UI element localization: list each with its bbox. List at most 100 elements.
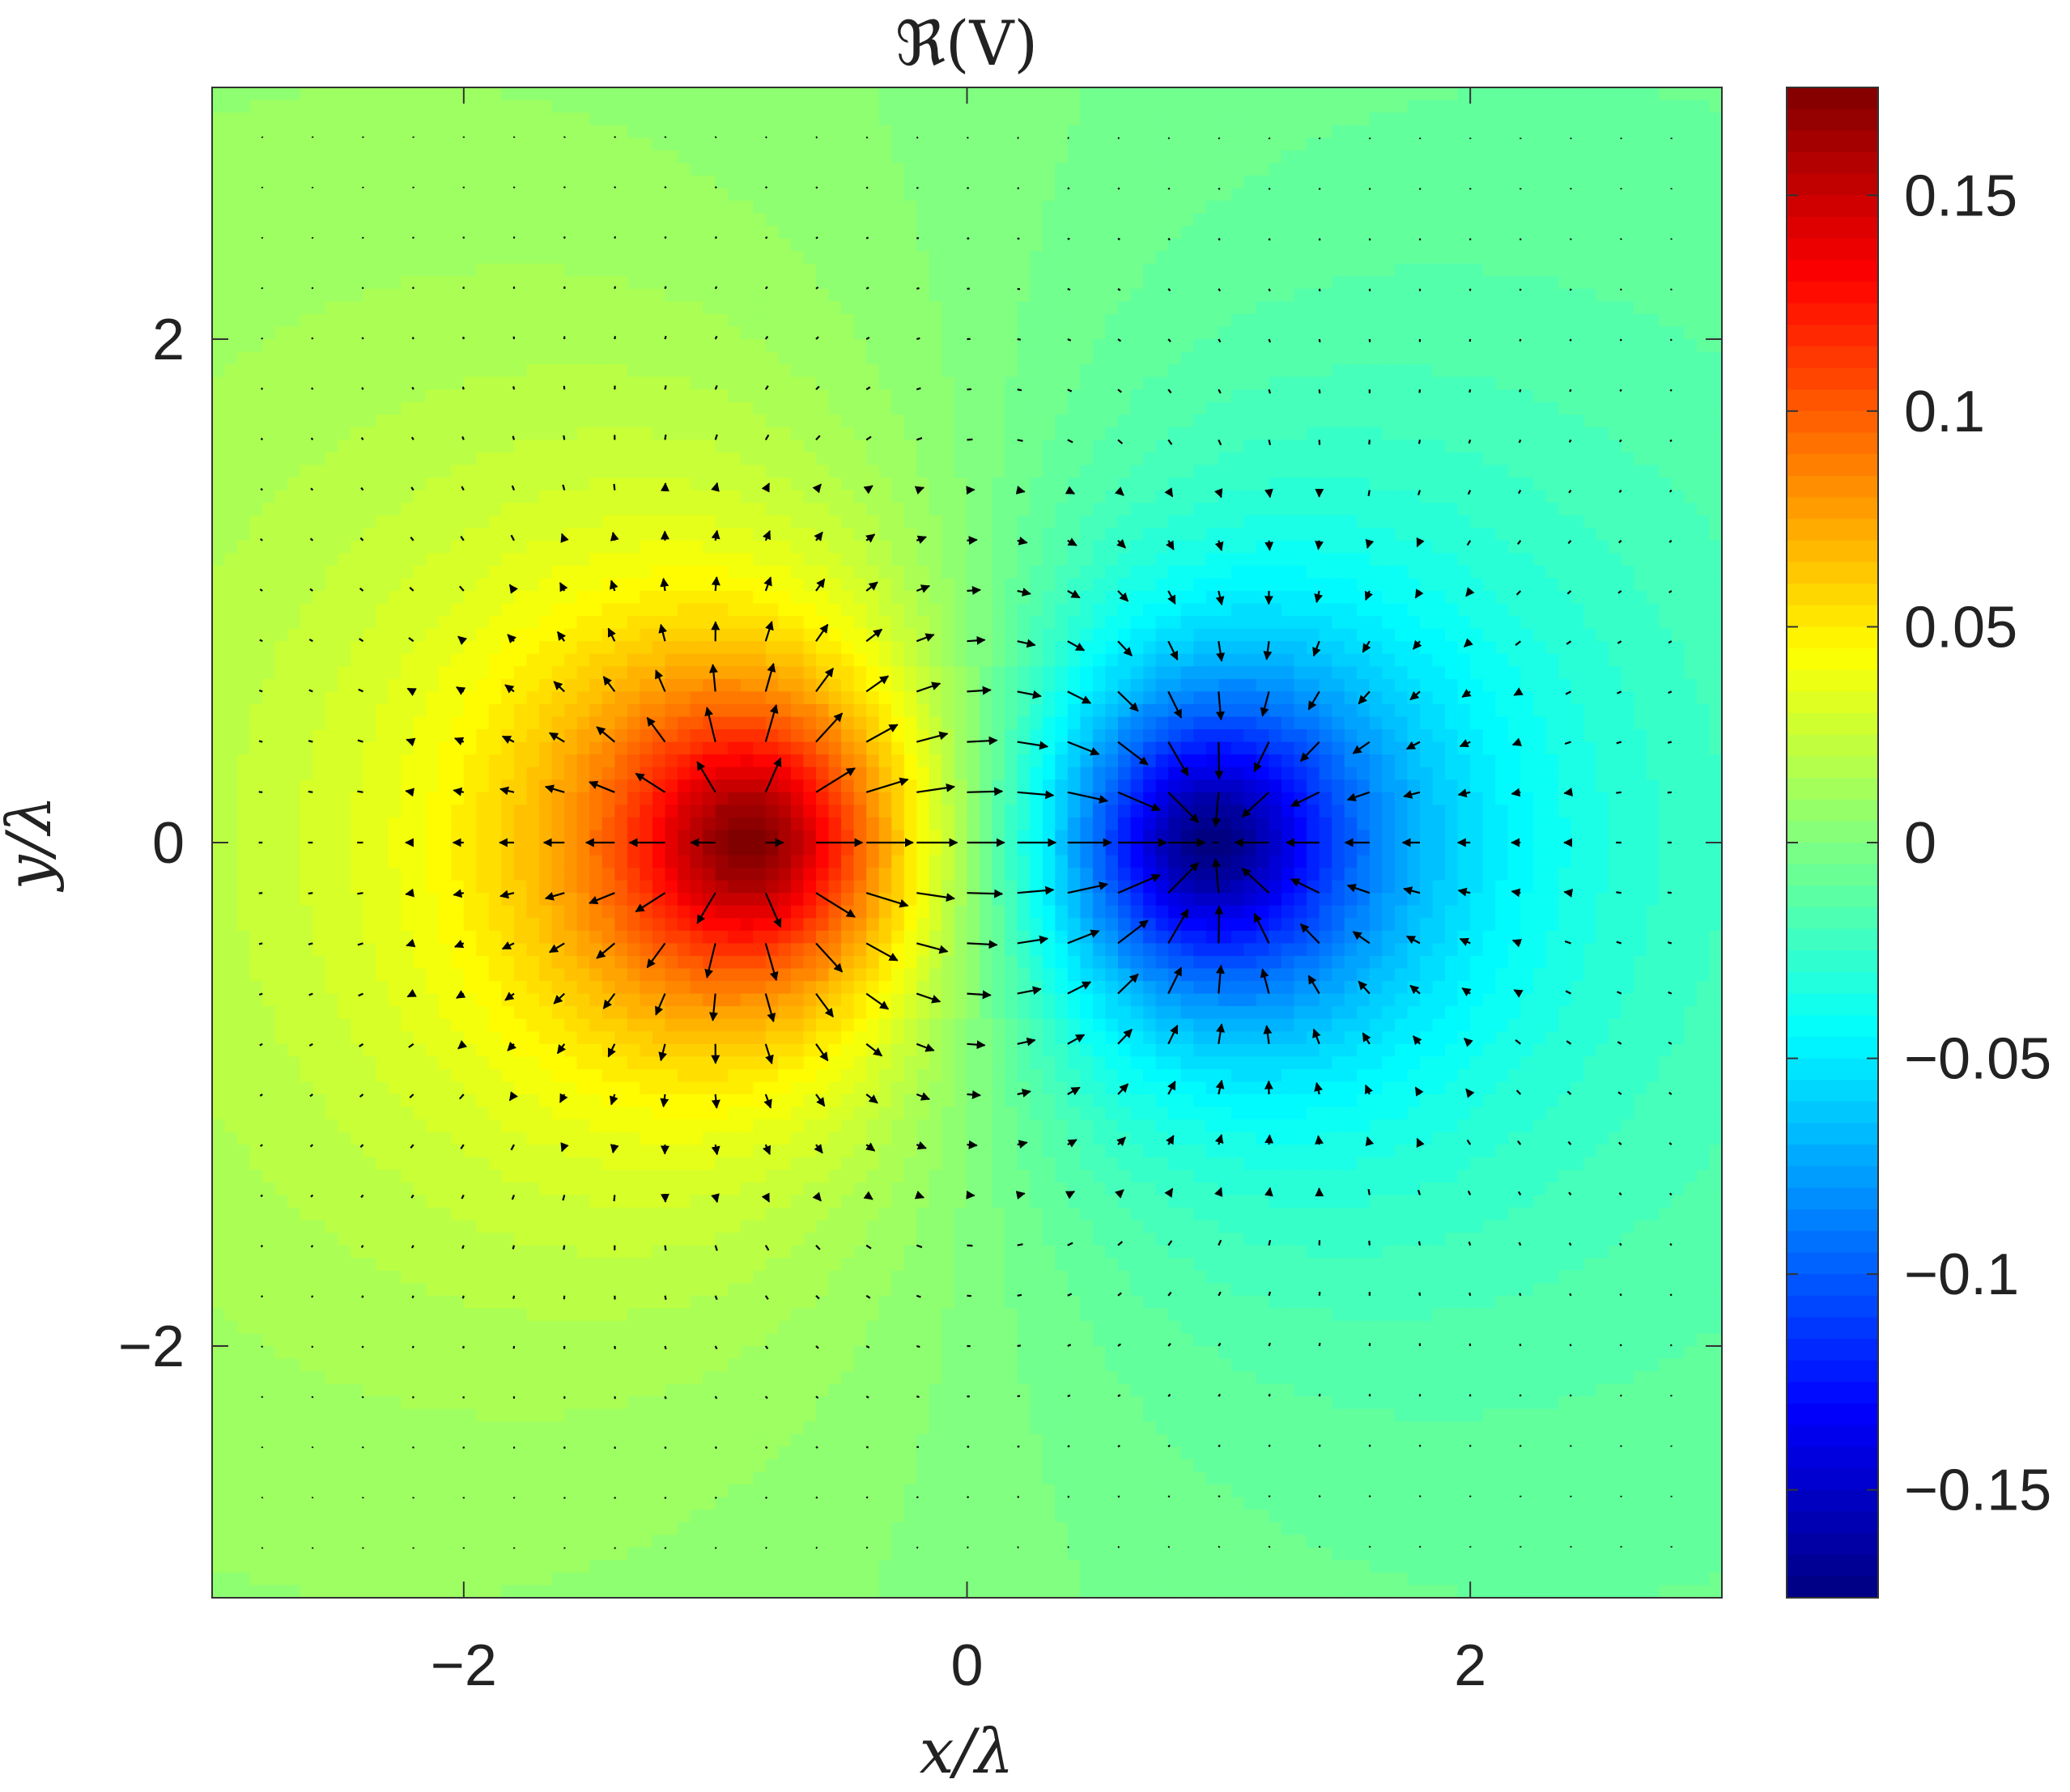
heatmap-cell (703, 100, 716, 113)
heatmap-cell (514, 880, 528, 894)
heatmap-cell (350, 503, 364, 516)
heatmap-cell (363, 414, 376, 428)
heatmap-cell (274, 1333, 288, 1347)
heatmap-cell (564, 326, 578, 340)
heatmap-cell (426, 440, 440, 453)
heatmap-cell (312, 1170, 326, 1183)
heatmap-cell (312, 1547, 326, 1561)
heatmap-cell (388, 326, 402, 340)
heatmap-cell (426, 87, 440, 101)
heatmap-cell (438, 427, 452, 440)
heatmap-cell (224, 1295, 238, 1309)
heatmap-cell (601, 691, 615, 705)
heatmap-cell (463, 1006, 477, 1020)
heatmap-cell (601, 1220, 615, 1234)
heatmap-cell (426, 1068, 440, 1083)
heatmap-cell (665, 1308, 678, 1322)
heatmap-cell (539, 1220, 553, 1234)
heatmap-cell (338, 1056, 351, 1070)
heatmap-cell (539, 238, 553, 252)
heatmap-cell (262, 1068, 276, 1083)
heatmap-cell (426, 779, 440, 793)
heatmap-cell (312, 1371, 326, 1385)
heatmap-cell (652, 678, 666, 692)
heatmap-cell (476, 540, 490, 554)
heatmap-cell (388, 1433, 402, 1447)
heatmap-cell (451, 1459, 465, 1473)
heatmap-cell (249, 830, 263, 843)
heatmap-cell (237, 553, 251, 567)
heatmap-cell (249, 1459, 263, 1473)
heatmap-cell (476, 1408, 490, 1422)
heatmap-cell (363, 1320, 376, 1335)
heatmap-cell (589, 1031, 603, 1045)
heatmap-cell (476, 955, 490, 970)
heatmap-cell (426, 301, 440, 315)
heatmap-cell (589, 1383, 603, 1397)
heatmap-cell (564, 188, 578, 202)
heatmap-cell (463, 779, 477, 793)
heatmap-cell (476, 1346, 490, 1360)
heatmap-cell (274, 213, 288, 227)
heatmap-cell (576, 301, 590, 315)
heatmap-cell (350, 691, 364, 705)
heatmap-cell (728, 427, 742, 440)
heatmap-cell (300, 175, 313, 189)
heatmap-cell (350, 389, 364, 403)
heatmap-cell (539, 1333, 553, 1347)
heatmap-cell (678, 817, 691, 831)
heatmap-cell (212, 1043, 226, 1057)
heatmap-cell (551, 364, 565, 378)
heatmap-cell (640, 263, 653, 277)
heatmap-cell (426, 830, 440, 843)
heatmap-cell (652, 1182, 666, 1195)
heatmap-cell (413, 276, 427, 290)
heatmap-cell (388, 1233, 402, 1246)
heatmap-cell (690, 1421, 703, 1435)
heatmap-cell (426, 313, 440, 328)
heatmap-cell (463, 741, 477, 755)
heatmap-cell (526, 703, 540, 718)
heatmap-cell (627, 1547, 641, 1561)
heatmap-cell (564, 1068, 578, 1083)
heatmap-cell (514, 376, 528, 390)
heatmap-cell (601, 326, 615, 340)
heatmap-cell (249, 666, 263, 680)
heatmap-cell (262, 843, 276, 856)
heatmap-cell (287, 880, 301, 894)
heatmap-cell (514, 1006, 528, 1020)
heatmap-cell (576, 1220, 590, 1234)
heatmap-cell (312, 440, 326, 453)
heatmap-cell (690, 1471, 703, 1485)
heatmap-cell (262, 113, 276, 126)
heatmap-cell (690, 251, 703, 265)
heatmap-cell (589, 1371, 603, 1385)
heatmap-cell (703, 1560, 716, 1573)
heatmap-cell (338, 490, 351, 503)
heatmap-cell (514, 503, 528, 516)
heatmap-cell (438, 1119, 452, 1133)
heatmap-cell (665, 478, 678, 491)
heatmap-cell (451, 213, 465, 227)
heatmap-cell (501, 565, 515, 580)
heatmap-cell (426, 1220, 440, 1234)
heatmap-cell (728, 414, 742, 428)
heatmap-cell (287, 918, 301, 932)
heatmap-cell (274, 1459, 288, 1473)
heatmap-cell (640, 138, 653, 151)
heatmap-cell (665, 703, 678, 718)
heatmap-cell (665, 1258, 678, 1272)
heatmap-cell (237, 313, 251, 328)
heatmap-cell (665, 993, 678, 1007)
heatmap-cell (262, 678, 276, 692)
heatmap-cell (476, 414, 490, 428)
heatmap-cell (237, 540, 251, 554)
heatmap-cell (426, 200, 440, 214)
heatmap-cell (463, 918, 477, 932)
heatmap-cell (300, 503, 313, 516)
heatmap-cell (376, 1396, 389, 1410)
heatmap-cell (526, 389, 540, 403)
heatmap-cell (627, 591, 641, 605)
heatmap-cell (640, 1346, 653, 1360)
heatmap-cell (476, 1258, 490, 1272)
